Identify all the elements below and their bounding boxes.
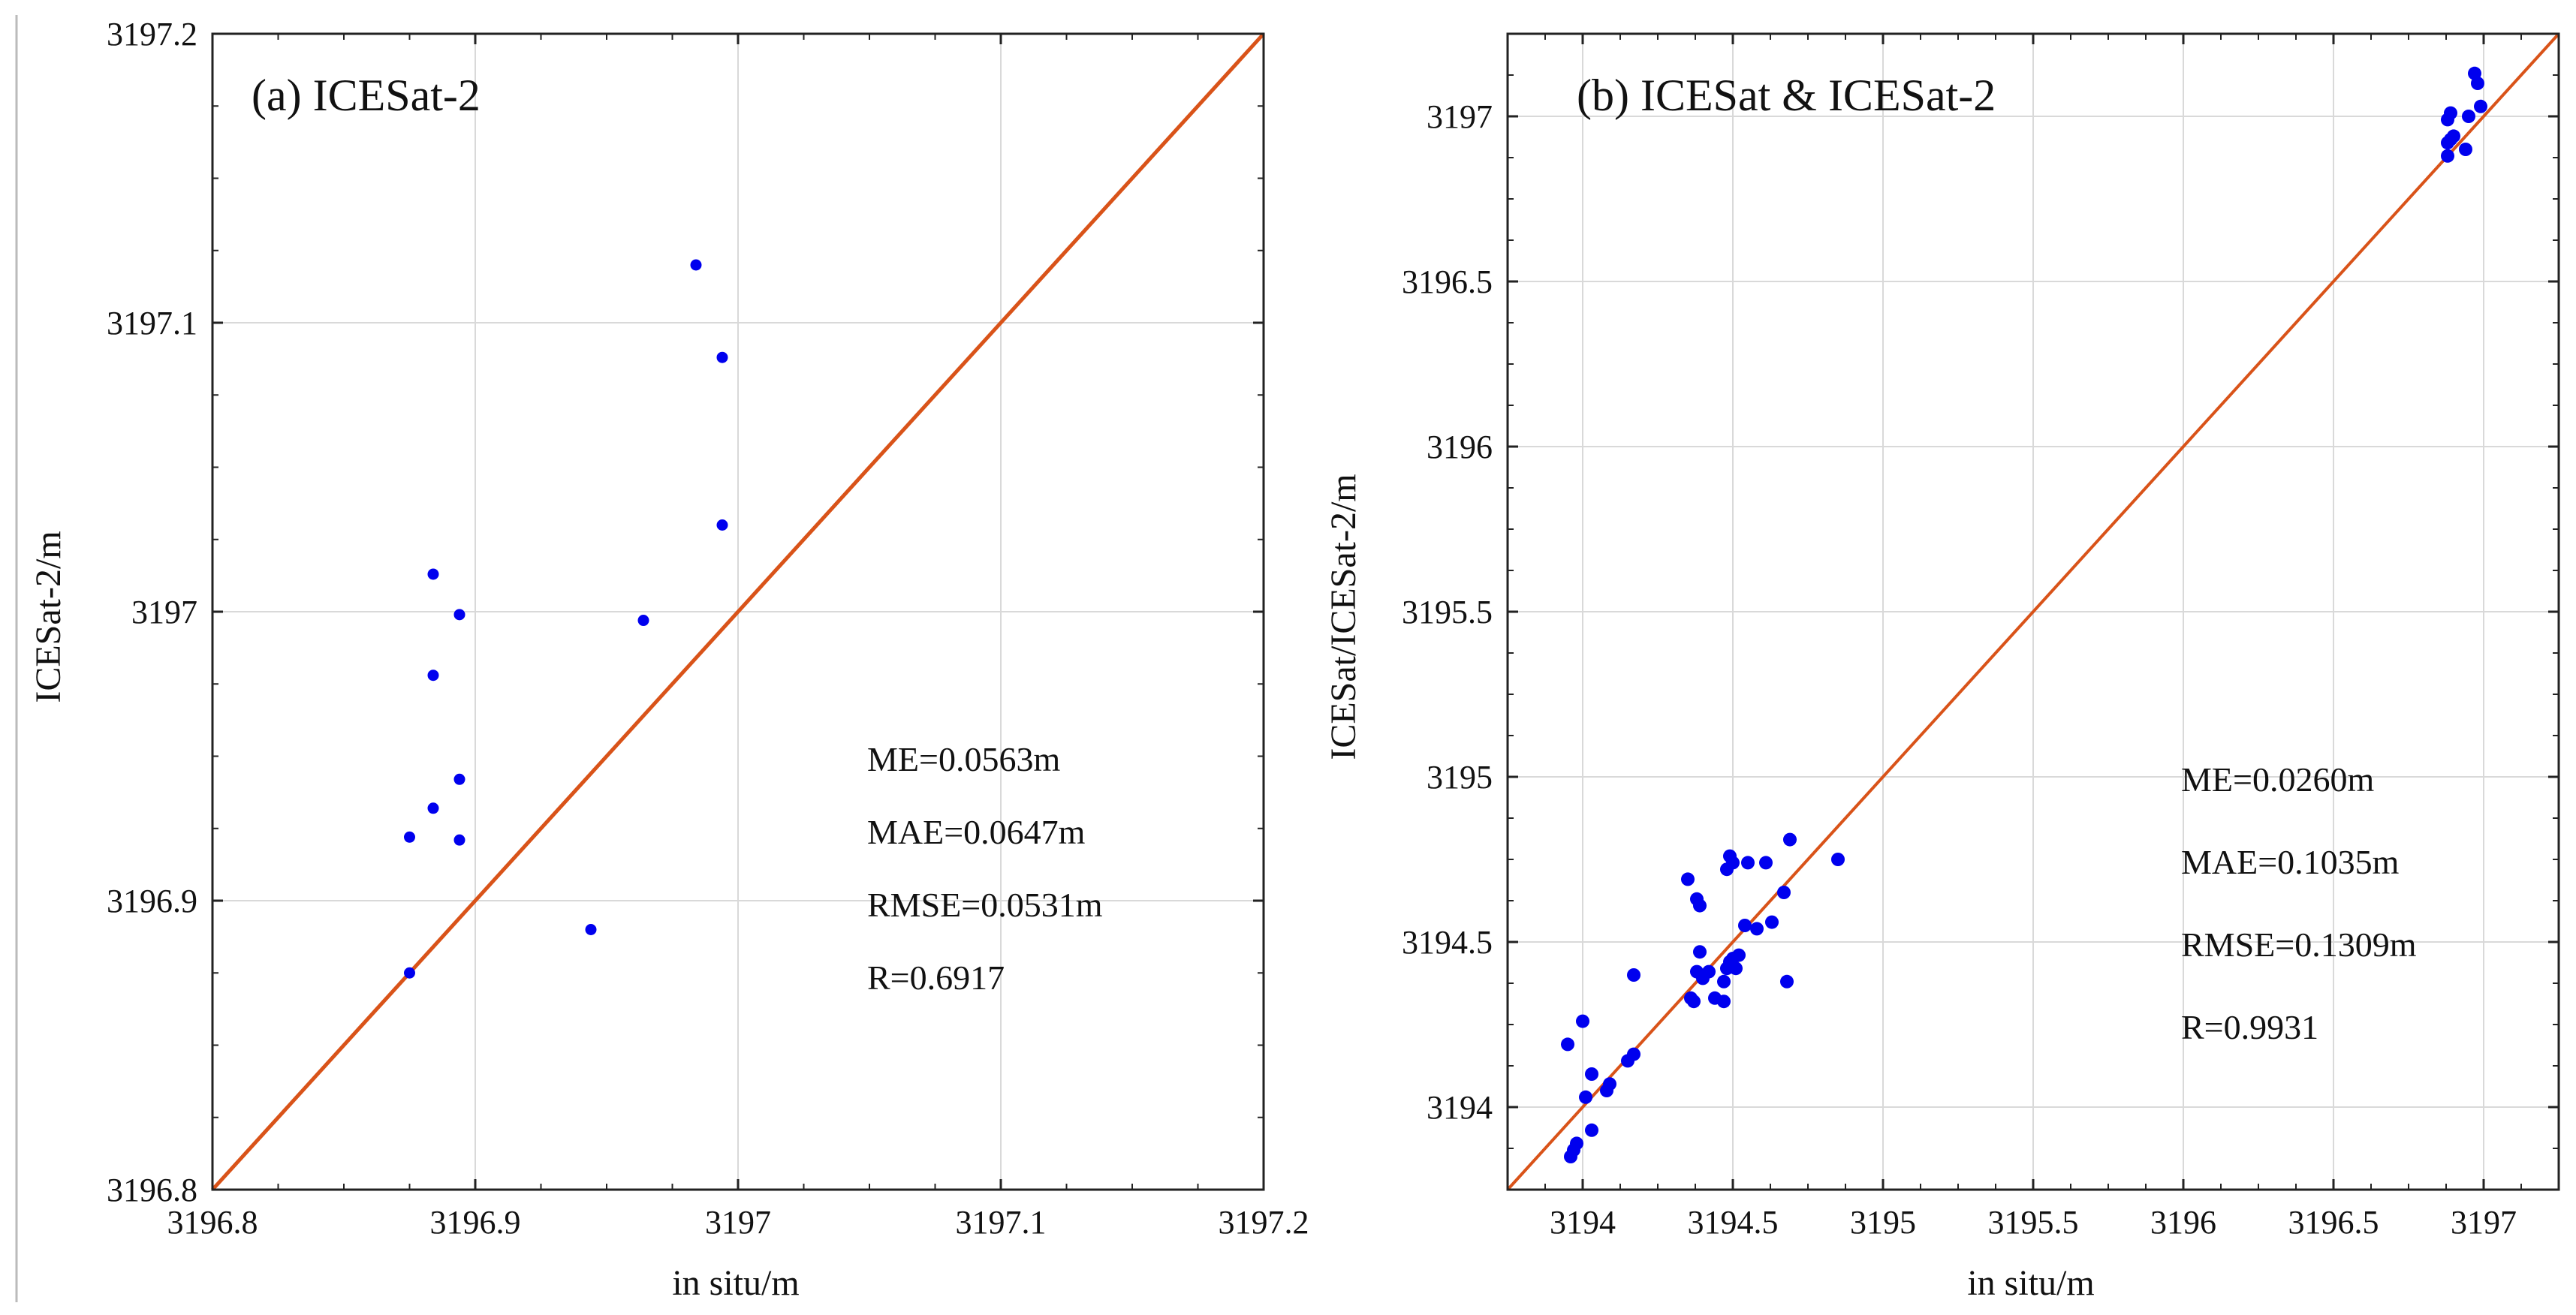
panel-a-point-4 — [427, 802, 439, 814]
panel-b-ytick-label-6: 3197 — [1427, 98, 1493, 135]
panel-b-ytick-label-3: 3195.5 — [1402, 594, 1493, 630]
panel-b-point-4 — [1579, 1090, 1592, 1104]
panel-b-stat-mae: MAE=0.1035m — [2181, 843, 2400, 881]
panel-b-xtick-label-1: 3194.5 — [1688, 1204, 1779, 1241]
panel-b-point-32 — [1720, 862, 1734, 877]
panel-a-xtick-label-3: 3197.1 — [956, 1204, 1047, 1241]
panel-a-stat-mae: MAE=0.0647m — [867, 813, 1086, 851]
panel-b-xtick-label-3: 3195.5 — [1988, 1204, 2079, 1241]
panel-b-point-40 — [1783, 832, 1797, 847]
panel-b-point-37 — [1765, 915, 1779, 929]
panel-b-point-11 — [1627, 1047, 1641, 1061]
panel-b-point-21 — [1702, 964, 1716, 979]
panel-a-xlabel: in situ/m — [672, 1263, 799, 1303]
panel-a-ytick-label-4: 3197.2 — [107, 16, 197, 53]
panel-b-point-48 — [2459, 143, 2472, 156]
panel-b-point-39 — [1780, 974, 1794, 989]
panel-b-point-51 — [2471, 77, 2484, 90]
panel-a-point-8 — [585, 924, 597, 935]
panel-a-point-5 — [453, 609, 465, 621]
panel-a-point-2 — [427, 568, 439, 580]
panel-b-point-18 — [1687, 995, 1701, 1009]
panel-b-ytick-label-0: 3194 — [1427, 1089, 1493, 1126]
panel-a-ylabel: ICESat-2/m — [29, 531, 68, 703]
panel-b-point-12 — [1627, 968, 1641, 982]
panel-a-point-6 — [453, 773, 465, 785]
panel-b-xlabel: in situ/m — [1967, 1263, 2094, 1303]
panel-b-point-47 — [2447, 129, 2460, 143]
panel-b-point-5 — [1561, 1037, 1574, 1052]
panel-b-point-52 — [2474, 99, 2487, 113]
panel-b-reference-line — [1506, 32, 2560, 1191]
panel-b-point-34 — [1759, 856, 1773, 870]
panel-a-point-3 — [427, 670, 439, 682]
panel-a-xtick-label-4: 3197.2 — [1219, 1204, 1309, 1241]
panel-b-ytick-label-2: 3195 — [1427, 759, 1493, 796]
panel-a-point-12 — [716, 519, 728, 531]
panel-b-point-38 — [1777, 886, 1791, 899]
panel-a-point-11 — [716, 351, 728, 363]
panel-b-point-29 — [1729, 961, 1743, 976]
panel-a-ytick-label-0: 3196.8 — [107, 1172, 197, 1208]
panel-b-point-6 — [1576, 1014, 1589, 1028]
panel-a-ytick-label-1: 3196.9 — [107, 883, 197, 919]
panel-b-icesat-icesat2: 3194 3194.5 3195 3195.5 3196 3196.5 3197 3194 31… — [1402, 32, 2560, 1241]
panel-b-point-7 — [1585, 1067, 1598, 1081]
panel-b-stat-rmse: RMSE=0.1309m — [2181, 925, 2417, 964]
panel-b-point-41 — [1831, 853, 1845, 866]
panel-b-stat-me: ME=0.0260m — [2181, 760, 2374, 799]
panel-a-point-0 — [404, 967, 415, 979]
panel-a-point-10 — [690, 259, 702, 271]
panel-a-xtick-label-1: 3196.9 — [430, 1204, 521, 1241]
panel-b-xtick-label-0: 3194 — [1550, 1204, 1616, 1241]
panel-b-point-36 — [1750, 922, 1764, 936]
panel-b-point-13 — [1681, 872, 1695, 886]
panel-b-stat-r: R=0.9931 — [2181, 1008, 2318, 1046]
panel-a-xtick-label-0: 3196.8 — [167, 1204, 258, 1241]
panel-a-icesat2: 3196.8 3196.9 3197 3197.1 3197.2 3196.8 3196.9… — [107, 16, 1309, 1241]
panel-b-xtick-label-2: 3195 — [1850, 1204, 1916, 1241]
panel-b-ytick-label-4: 3196 — [1427, 429, 1493, 465]
panel-b-point-3 — [1585, 1123, 1598, 1137]
panel-b-ytick-label-5: 3196.5 — [1402, 263, 1493, 300]
panel-b-point-15 — [1693, 898, 1707, 913]
panel-b-xtick-label-6: 3197 — [2451, 1204, 2517, 1241]
panel-b-point-35 — [1738, 919, 1752, 932]
panel-b-point-49 — [2462, 110, 2475, 123]
panel-b-point-46 — [2444, 106, 2457, 120]
panel-b-point-33 — [1741, 856, 1755, 870]
panel-b-xtick-label-5: 3196.5 — [2288, 1204, 2379, 1241]
panel-a-point-1 — [404, 831, 415, 843]
panel-b-ytick-label-1: 3194.5 — [1402, 924, 1493, 961]
panel-a-stat-me: ME=0.0563m — [867, 740, 1060, 778]
panel-b-point-16 — [1693, 945, 1707, 959]
panel-b-title: (b) ICESat & ICESat-2 — [1577, 71, 1996, 120]
panel-b-point-23 — [1717, 995, 1731, 1009]
panel-a-stat-r: R=0.6917 — [867, 958, 1005, 997]
panel-b-point-42 — [2441, 149, 2454, 163]
panel-a-xtick-label-2: 3197 — [705, 1204, 771, 1241]
panel-b-point-9 — [1603, 1077, 1616, 1091]
panel-a-ytick-label-2: 3197 — [131, 594, 197, 630]
panel-b-xtick-label-4: 3196 — [2150, 1204, 2216, 1241]
panel-b-ylabel: ICESat/ICESat-2/m — [1324, 474, 1363, 760]
panel-a-stat-rmse: RMSE=0.0531m — [867, 886, 1103, 924]
panel-b-point-28 — [1732, 948, 1746, 962]
panel-b-point-2 — [1570, 1136, 1583, 1151]
panel-a-point-7 — [453, 834, 465, 846]
panel-a-reference-line — [211, 32, 1265, 1191]
panel-a-title: (a) ICESat-2 — [252, 71, 481, 120]
panel-b-point-24 — [1717, 974, 1731, 989]
panel-a-ytick-label-3: 3197.1 — [107, 305, 197, 342]
panel-a-point-9 — [637, 615, 649, 627]
